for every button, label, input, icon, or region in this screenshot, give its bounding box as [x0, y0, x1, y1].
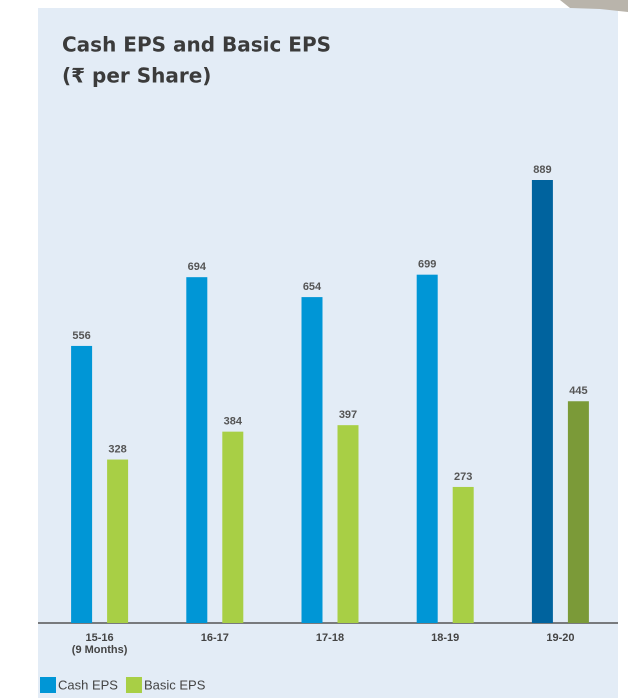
value-label: 445	[569, 385, 587, 397]
value-label: 328	[108, 443, 126, 455]
value-label: 273	[454, 471, 472, 483]
bar	[302, 297, 323, 623]
value-label: 556	[72, 330, 90, 342]
value-label: 397	[339, 409, 357, 421]
bar	[532, 180, 553, 623]
chart-subtitle: (₹ per Share)	[62, 64, 211, 88]
value-label: 654	[303, 281, 322, 293]
value-label: 699	[418, 259, 436, 271]
page: {"chart_data": {"type": "bar", "title": …	[0, 0, 628, 698]
legend-label: Cash EPS	[58, 677, 118, 692]
value-label: 384	[224, 416, 243, 428]
bar	[186, 277, 207, 623]
bar	[71, 346, 92, 623]
legend-label: Basic EPS	[144, 677, 206, 692]
bar	[568, 401, 589, 623]
x-tick-label: 17-18	[316, 632, 344, 644]
x-tick-label: 19-20	[546, 632, 574, 644]
bar	[338, 425, 359, 623]
legend-swatch	[40, 677, 56, 693]
chart: Cash EPS and Basic EPS (₹ per Share) 556…	[0, 0, 628, 698]
bar	[453, 487, 474, 623]
value-label: 694	[188, 261, 207, 273]
legend-swatch	[126, 677, 142, 693]
x-tick-label: 16-17	[201, 632, 229, 644]
x-tick-label: 18-19	[431, 632, 459, 644]
bar	[222, 432, 243, 623]
value-label: 889	[533, 164, 551, 176]
bar	[417, 275, 438, 623]
bar	[107, 460, 128, 623]
chart-title: Cash EPS and Basic EPS	[62, 33, 331, 57]
